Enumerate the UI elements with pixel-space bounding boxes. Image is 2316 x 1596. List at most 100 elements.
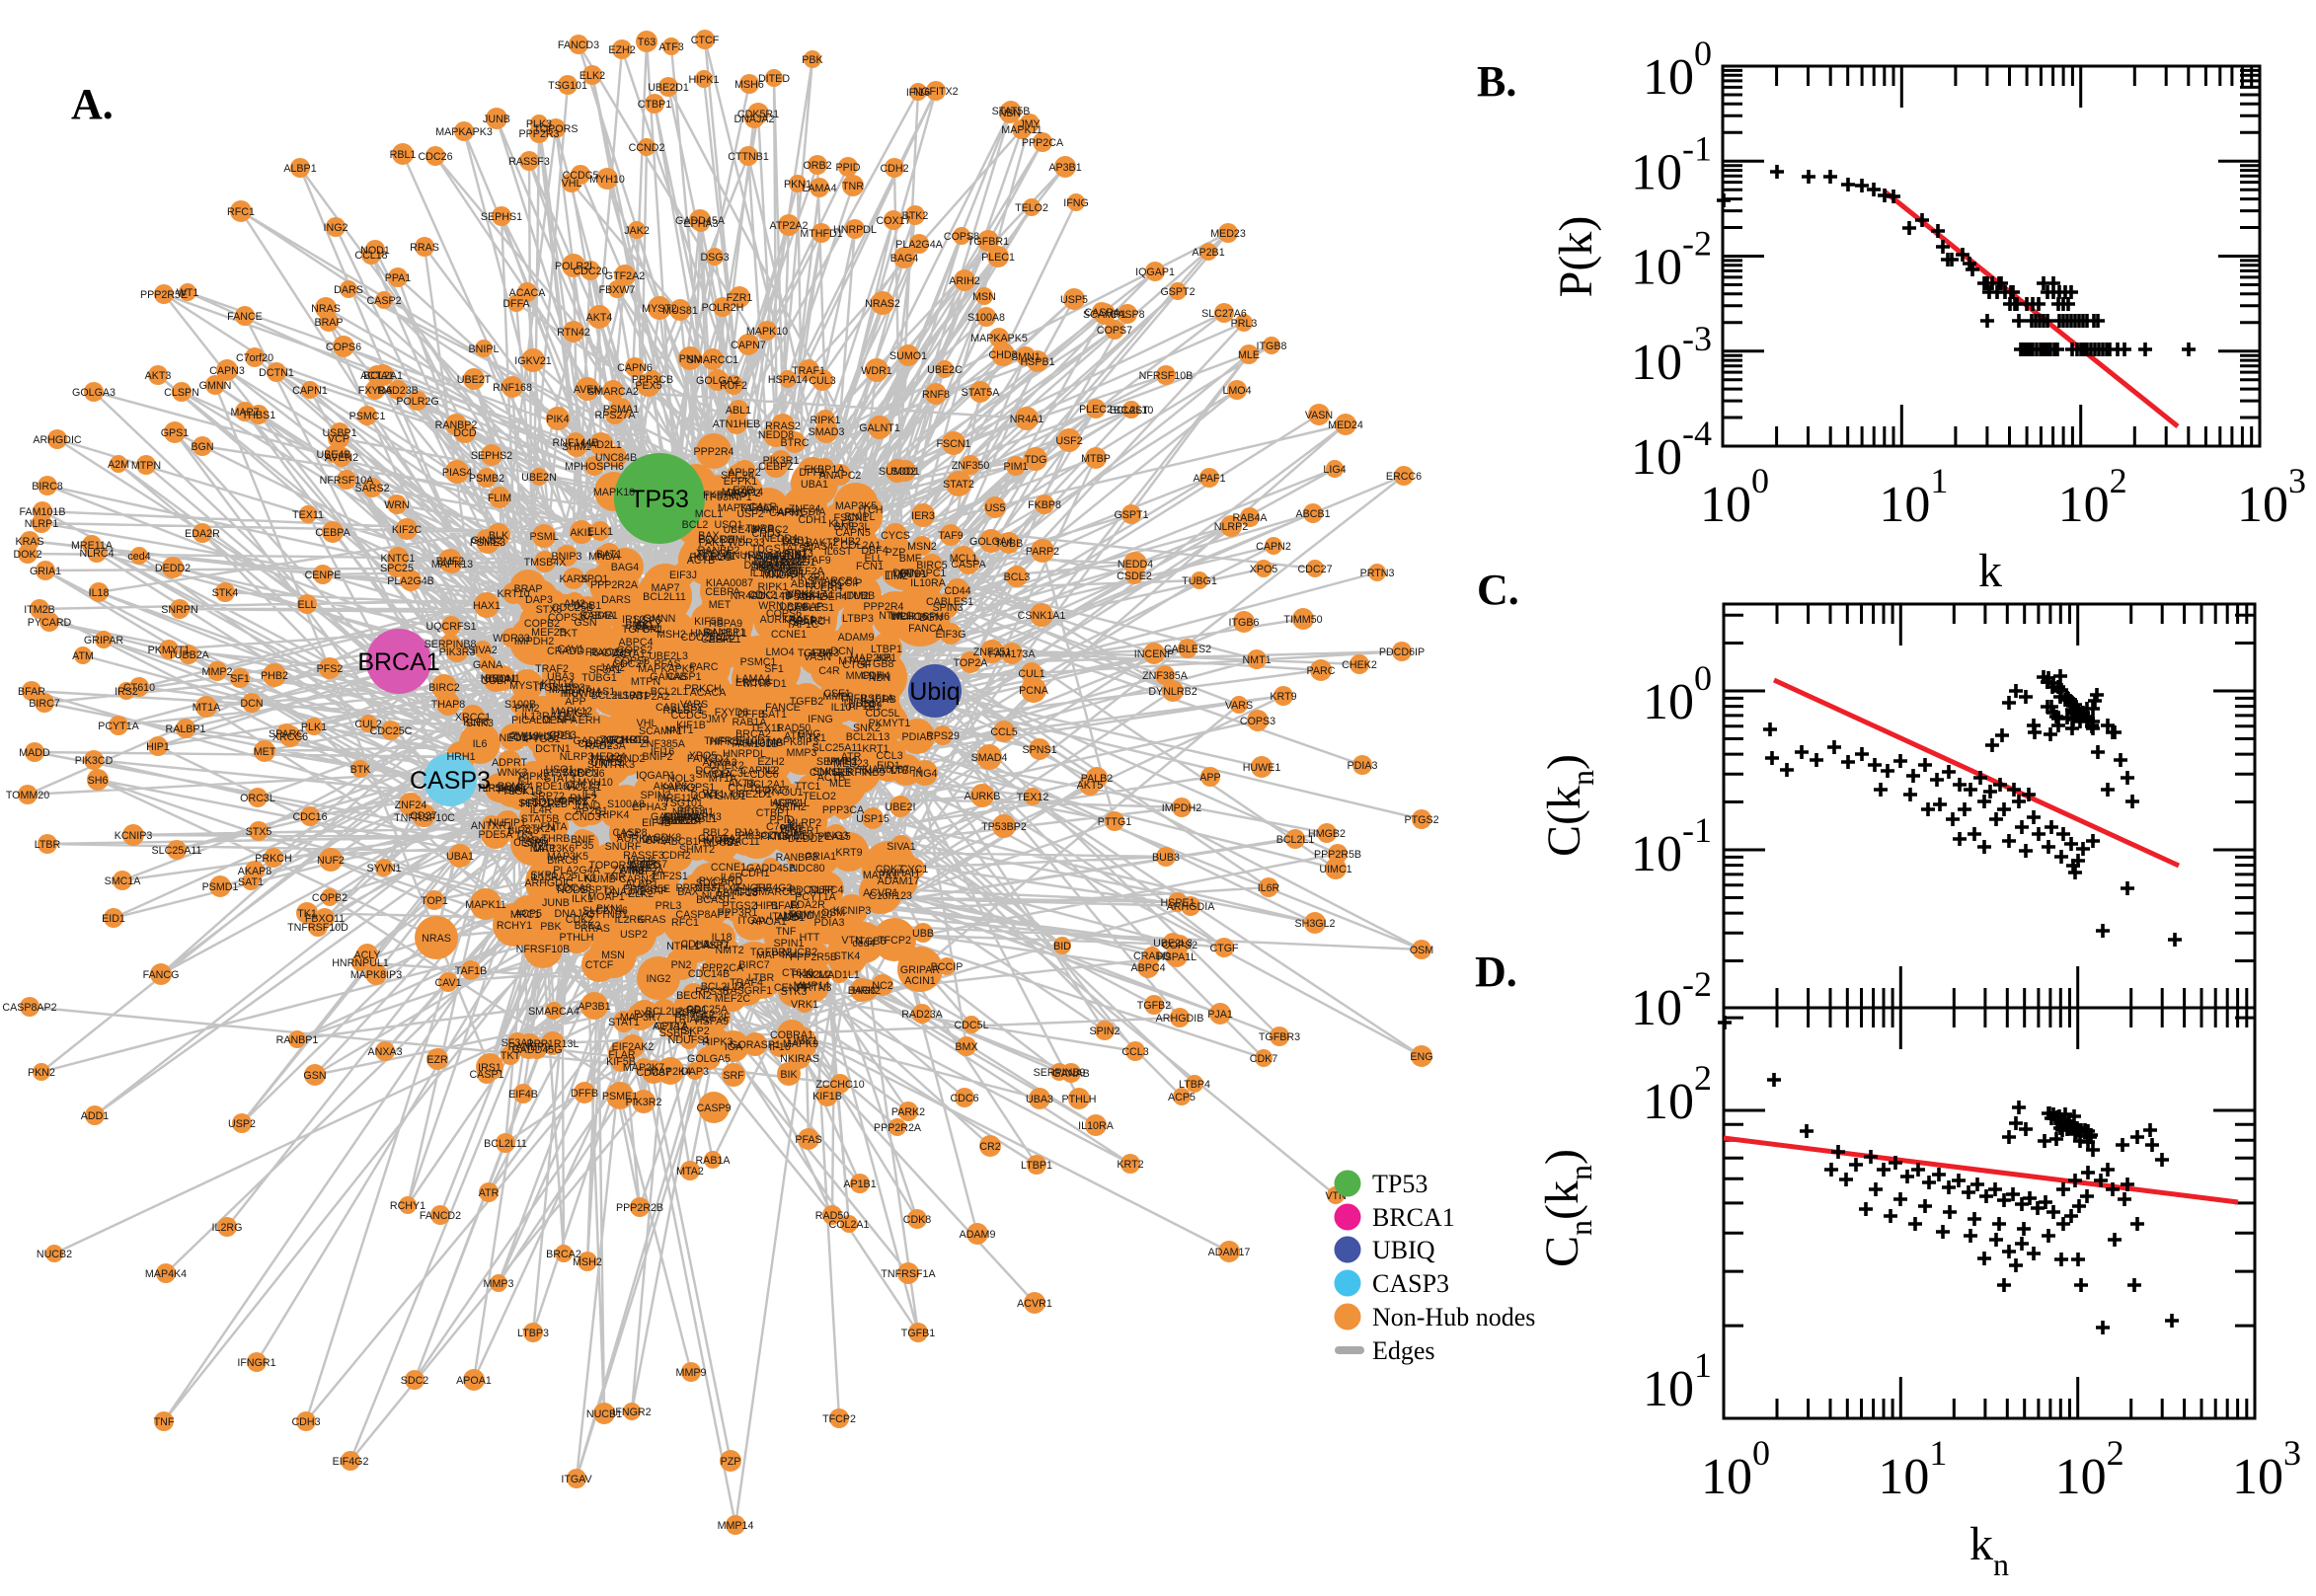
svg-text:PIAS4: PIAS4 (442, 467, 472, 479)
svg-text:CENPF: CENPF (774, 982, 811, 994)
svg-text:CAPN6: CAPN6 (617, 362, 653, 374)
svg-text:POLR2H: POLR2H (789, 615, 831, 627)
svg-text:BCL2L10: BCL2L10 (591, 690, 636, 702)
svg-text:CDH1: CDH1 (740, 868, 769, 879)
svg-text:TUBB2A: TUBB2A (168, 649, 209, 661)
svg-text:DCN: DCN (240, 698, 263, 710)
svg-text:RIPK1: RIPK1 (758, 581, 789, 593)
svg-text:MAPKAPK5: MAPKAPK5 (638, 663, 695, 675)
svg-text:BCCIP: BCCIP (931, 961, 964, 973)
svg-text:UBE2T: UBE2T (457, 374, 492, 386)
svg-text:TGFB1: TGFB1 (901, 1328, 935, 1339)
svg-text:MAP3K5: MAP3K5 (835, 500, 877, 512)
svg-text:UBA1: UBA1 (446, 851, 474, 863)
svg-text:CDC16: CDC16 (292, 811, 327, 823)
svg-text:BAX: BAX (698, 530, 719, 542)
svg-text:CLSPN: CLSPN (164, 387, 199, 399)
svg-text:FANCD3: FANCD3 (558, 39, 599, 51)
svg-text:HIP1: HIP1 (755, 900, 779, 912)
svg-text:PLEC1: PLEC1 (981, 252, 1015, 264)
svg-text:RFC1: RFC1 (227, 206, 255, 218)
svg-text:ARHGDIA: ARHGDIA (778, 506, 827, 518)
svg-text:CEBPA: CEBPA (315, 527, 350, 539)
svg-text:SAT1: SAT1 (238, 876, 264, 888)
svg-text:ZNF385A: ZNF385A (1142, 670, 1189, 682)
svg-text:DBNL: DBNL (721, 534, 749, 546)
svg-text:DDB1: DDB1 (782, 535, 811, 547)
svg-text:CABLES1: CABLES1 (926, 596, 973, 608)
svg-text:CENPE: CENPE (305, 570, 342, 581)
svg-text:COPB2: COPB2 (312, 892, 347, 904)
svg-text:STAT2: STAT2 (943, 479, 974, 491)
svg-text:MAP3K5: MAP3K5 (547, 851, 588, 863)
svg-text:SARS2: SARS2 (354, 483, 389, 494)
svg-text:HSPA9: HSPA9 (709, 618, 742, 630)
svg-text:PIN1: PIN1 (780, 823, 804, 835)
svg-text:VASN: VASN (804, 651, 831, 663)
svg-text:BMX: BMX (955, 1041, 977, 1053)
svg-text:ERH: ERH (820, 582, 843, 594)
svg-text:FANCG: FANCG (143, 969, 180, 981)
svg-text:USP2: USP2 (228, 1118, 256, 1130)
svg-text:MTA2: MTA2 (676, 1166, 704, 1178)
svg-text:THAP8: THAP8 (742, 552, 777, 564)
svg-text:CDC25C: CDC25C (370, 725, 413, 737)
svg-text:EIF3J: EIF3J (669, 570, 697, 581)
svg-text:CUL1: CUL1 (1018, 668, 1044, 680)
svg-text:XPO1: XPO1 (580, 573, 609, 585)
svg-text:FAM101B: FAM101B (20, 506, 66, 518)
svg-text:CEBPA: CEBPA (705, 586, 740, 598)
svg-text:DOK1: DOK1 (690, 790, 719, 801)
svg-text:BCL2L11: BCL2L11 (484, 1138, 527, 1150)
svg-text:NTHL1: NTHL1 (666, 941, 700, 952)
svg-text:SEPHS1: SEPHS1 (481, 211, 522, 223)
svg-text:PPP2R5B: PPP2R5B (790, 951, 837, 963)
svg-text:SMARCB1: SMARCB1 (751, 886, 803, 898)
svg-text:IGKV21: IGKV21 (514, 355, 551, 367)
svg-text:BCL2: BCL2 (806, 969, 832, 981)
svg-text:CASP8: CASP8 (1110, 309, 1144, 321)
svg-text:TAF1B: TAF1B (781, 537, 812, 549)
svg-text:CABLES2: CABLES2 (1164, 644, 1211, 655)
svg-text:PFS2: PFS2 (317, 663, 344, 675)
svg-text:A.: A. (71, 80, 114, 128)
svg-text:BMF2: BMF2 (436, 556, 465, 568)
svg-text:CASP2: CASP2 (726, 488, 760, 499)
svg-text:RAD23B: RAD23B (589, 647, 631, 659)
svg-text:EIF4G2: EIF4G2 (333, 1456, 369, 1468)
svg-text:PRTN3: PRTN3 (1360, 568, 1395, 579)
svg-text:GALNT1: GALNT1 (859, 422, 900, 434)
svg-text:CDC26: CDC26 (418, 151, 452, 163)
svg-text:MMP2: MMP2 (202, 666, 233, 678)
svg-text:CDC27: CDC27 (612, 658, 647, 670)
svg-text:UBIQ: UBIQ (1372, 1236, 1435, 1264)
svg-text:Non-Hub nodes: Non-Hub nodes (1372, 1303, 1535, 1331)
svg-text:ACTB: ACTB (687, 555, 716, 567)
svg-text:BAG4: BAG4 (890, 253, 919, 265)
svg-text:BCL3: BCL3 (1004, 571, 1031, 583)
svg-text:CTCF: CTCF (691, 35, 720, 46)
svg-text:MAP2K7: MAP2K7 (549, 684, 590, 696)
svg-text:KRT1: KRT1 (862, 743, 888, 755)
svg-text:PARC2: PARC2 (754, 524, 789, 536)
svg-text:Edges: Edges (1372, 1336, 1435, 1365)
svg-text:USP15: USP15 (856, 813, 889, 825)
svg-text:MMP14: MMP14 (718, 1520, 754, 1532)
svg-text:TAF1B: TAF1B (455, 965, 487, 977)
svg-text:PYCARD: PYCARD (28, 617, 72, 629)
svg-text:TGFB2: TGFB2 (1137, 1000, 1171, 1012)
svg-text:CHD3: CHD3 (751, 528, 780, 540)
svg-text:CRADD: CRADD (547, 646, 584, 657)
svg-text:CTTNB1: CTTNB1 (728, 151, 769, 163)
svg-text:PTTG1: PTTG1 (782, 557, 815, 569)
svg-text:KRT10: KRT10 (497, 588, 529, 600)
svg-text:ACLY: ACLY (353, 950, 380, 961)
svg-text:ITGB8: ITGB8 (1257, 341, 1287, 352)
svg-text:CDC42: CDC42 (578, 738, 612, 750)
svg-text:USBP1: USBP1 (322, 427, 356, 439)
svg-text:CTBP1: CTBP1 (638, 99, 672, 111)
svg-text:TOP2A: TOP2A (954, 657, 989, 669)
svg-text:PIK3R1: PIK3R1 (791, 571, 827, 583)
svg-text:CAPN1: CAPN1 (292, 385, 328, 397)
svg-text:HAX1: HAX1 (473, 600, 501, 612)
